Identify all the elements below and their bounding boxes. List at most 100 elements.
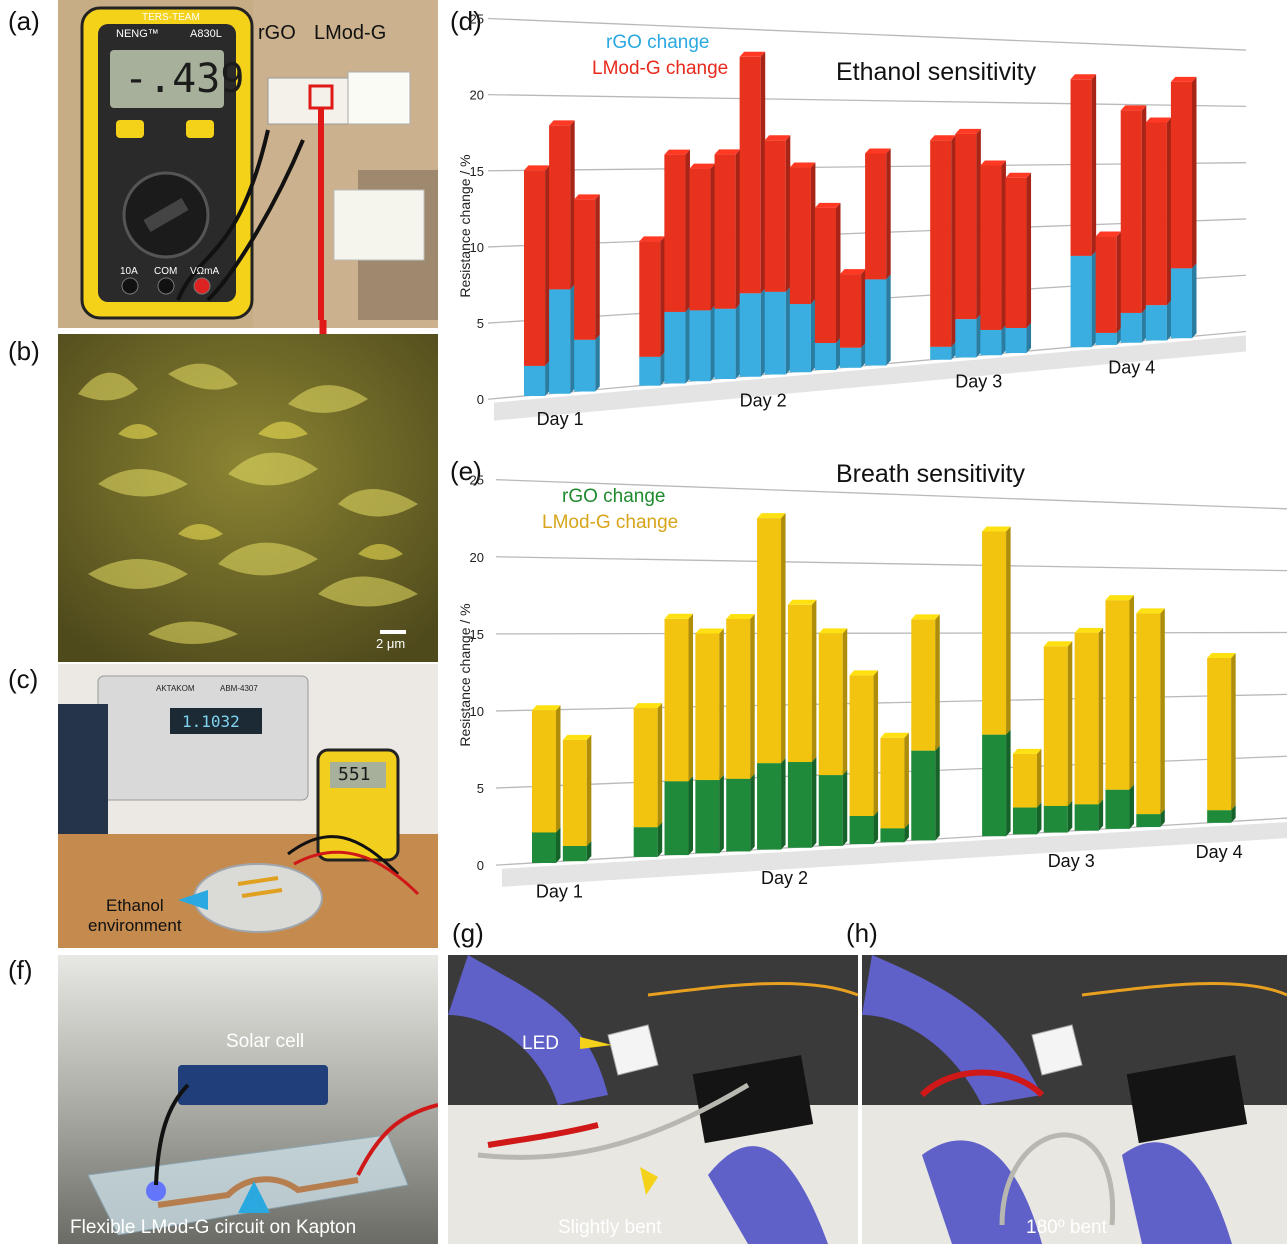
bar-lmodg-segment <box>930 140 952 347</box>
bar-lmodg-segment <box>982 531 1007 735</box>
label-lmodg: LMod-G <box>314 22 387 44</box>
multimeter-display: -.439 <box>124 56 245 102</box>
bar-rgo-segment <box>639 356 661 386</box>
chart-d-legend-lmodg: LMod-G change <box>592 58 729 79</box>
bar-lmodg-segment <box>714 154 736 309</box>
bar-lmodg-segment-top <box>1105 595 1134 601</box>
bar-lmodg-segment-side <box>586 734 592 847</box>
bar-lmodg-segment-top <box>1145 117 1172 123</box>
bar-lmodg-segment-top <box>633 703 663 709</box>
bar-lmodg-segment-side <box>1141 105 1147 313</box>
gridline <box>495 693 1287 712</box>
y-tick-label: 20 <box>470 88 484 103</box>
bar-rgo-segment <box>695 780 720 854</box>
photo-flexible-circuit: Solar cell Flexible LMod-G circuit on Ka… <box>58 955 438 1244</box>
brand-sticker: TERS-TEAM <box>142 12 200 23</box>
bar-rgo-segment-side <box>904 823 909 843</box>
bar-rgo-segment <box>1074 804 1099 831</box>
bench-meter-brand: AKTAKOM <box>156 684 195 693</box>
bar-lmodg-segment <box>840 274 862 348</box>
bar-rgo-segment <box>1207 810 1232 823</box>
bar-rgo-segment <box>764 291 786 375</box>
bar-lmodg-segment <box>524 170 546 366</box>
y-tick-label: 15 <box>470 627 484 642</box>
bar-lmodg-segment-side <box>951 135 956 347</box>
group-label: Day 1 <box>536 881 583 901</box>
bar-lmodg-segment <box>532 710 556 833</box>
bar-rgo-segment-side <box>935 745 940 841</box>
bar-lmodg-segment <box>814 207 836 343</box>
bar-lmodg-segment-side <box>545 165 550 366</box>
bar-lmodg-segment-side <box>570 120 575 290</box>
bar-lmodg-segment <box>880 737 905 829</box>
bar-rgo-segment-side <box>1160 809 1165 828</box>
bar-lmodg-segment-side <box>1116 231 1122 333</box>
bar-rgo-segment-side <box>1067 800 1073 833</box>
bar-lmodg-segment-top <box>814 202 841 208</box>
bar-rgo-segment <box>1043 805 1068 833</box>
bar-lmodg-segment-top <box>787 599 817 605</box>
bar-rgo-segment-side <box>750 773 755 852</box>
bar-rgo-segment <box>849 815 874 845</box>
bar-lmodg-segment <box>1136 613 1161 815</box>
group-label: Day 4 <box>1196 842 1243 862</box>
bar-lmodg-segment <box>1095 236 1117 333</box>
bar-rgo-segment-side <box>719 775 724 854</box>
bar-rgo-segment <box>739 293 761 377</box>
bar-rgo-segment <box>840 347 862 368</box>
bar-lmodg-segment <box>849 675 874 816</box>
bar-lmodg-segment-top <box>664 613 694 619</box>
bar-lmodg-segment <box>1170 81 1192 269</box>
bar-lmodg-segment-side <box>1026 172 1032 328</box>
bar-lmodg-segment <box>1043 646 1068 806</box>
bar-lmodg-segment-side <box>556 705 561 833</box>
bar-lmodg-segment-top <box>726 613 755 619</box>
bar-rgo-segment-side <box>1036 802 1042 835</box>
bar-lmodg-segment-top <box>714 149 741 155</box>
y-axis-label: Resistance change / % <box>457 603 473 746</box>
bar-lmodg-segment-top <box>1012 748 1042 754</box>
photo-slightly-bent: LED Slightly bent <box>448 955 858 1244</box>
bar-lmodg-segment-top <box>955 128 981 134</box>
bar-lmodg-segment-side <box>1231 653 1236 811</box>
label-slightly-bent: Slightly bent <box>558 1217 662 1238</box>
bar-rgo-segment <box>814 342 836 371</box>
bar-lmodg-segment-side <box>861 269 866 348</box>
bar-rgo-segment-side <box>1129 784 1134 829</box>
bar-lmodg-segment-side <box>1067 641 1073 806</box>
bar-lmodg-segment-top <box>562 734 592 740</box>
bar-rgo-segment <box>574 339 596 392</box>
sem-texture <box>58 334 438 662</box>
panel-label-c: (c) <box>8 664 39 694</box>
chart-breath-sensitivity: 0 5 10 15 20 25 Resistance change / % Day 1 Day … <box>457 473 1287 901</box>
bar-lmodg-segment <box>1120 110 1142 313</box>
bar-lmodg-segment <box>1070 79 1092 256</box>
bar-rgo-segment-side <box>785 286 791 375</box>
bar-lmodg-segment <box>865 153 887 280</box>
bar-lmodg-segment-top <box>1005 172 1032 178</box>
bar-lmodg-segment <box>1012 753 1037 808</box>
bar-lmodg-segment-top <box>849 670 879 676</box>
bar-rgo-segment-side <box>836 337 841 371</box>
bar-lmodg-segment-side <box>1129 595 1134 790</box>
scale-bar-label: 2 μm <box>376 636 406 651</box>
bar-lmodg-segment-side <box>836 202 841 343</box>
handheld-meter-display: 551 <box>338 764 371 785</box>
multimeter-brand: NENG™ <box>116 28 159 40</box>
bar-rgo-segment-side <box>810 299 816 373</box>
photo-180-bent: 180º bent <box>862 955 1287 1244</box>
bar-lmodg-segment-side <box>781 513 786 764</box>
chart-e-legend-lmodg: LMod-G change <box>542 512 679 533</box>
port-com-label: COM <box>154 266 178 277</box>
bar-rgo-segment <box>633 827 658 857</box>
bar-rgo-segment-side <box>842 770 848 846</box>
bar-rgo-segment <box>664 311 686 384</box>
bar-lmodg-segment-side <box>904 732 909 829</box>
bar-lmodg-segment-top <box>664 149 690 155</box>
y-tick-label: 25 <box>470 12 484 27</box>
bar-lmodg-segment-side <box>976 128 981 320</box>
bar-rgo-segment <box>880 828 905 843</box>
bar-rgo-segment <box>1136 814 1161 828</box>
bent-180-illustration <box>862 955 1287 1244</box>
bar-rgo-segment-side <box>811 757 817 848</box>
